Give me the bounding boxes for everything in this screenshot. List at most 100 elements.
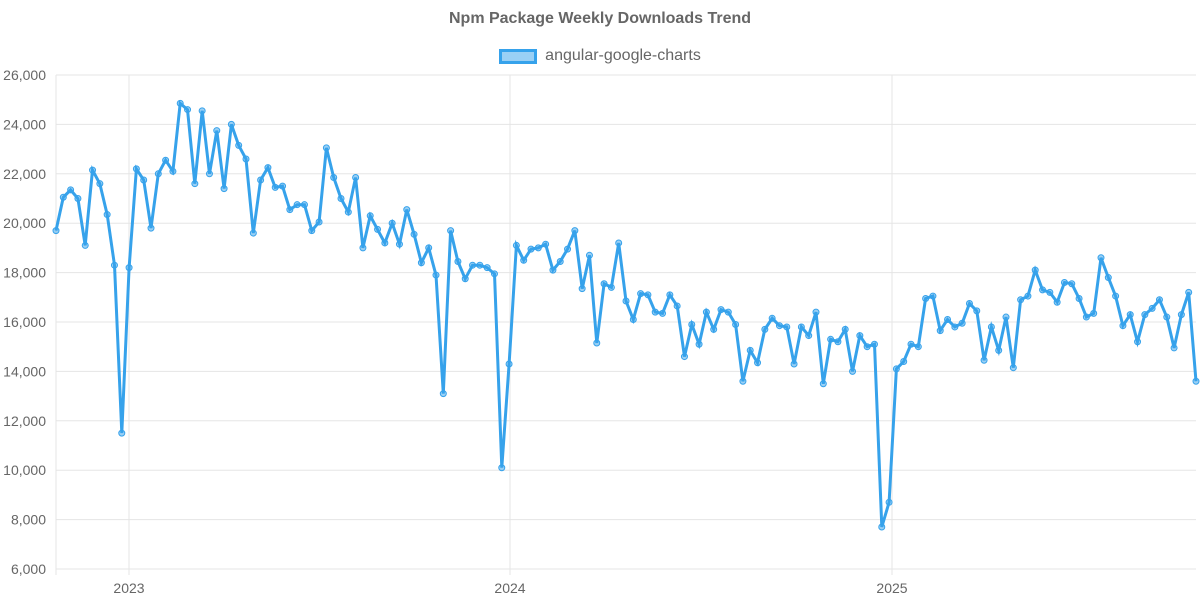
data-point bbox=[359, 244, 367, 252]
data-point bbox=[279, 182, 287, 190]
data-point bbox=[81, 241, 89, 249]
y-tick-label: 10,000 bbox=[3, 462, 46, 478]
data-point bbox=[987, 323, 995, 331]
data-point bbox=[856, 332, 864, 340]
chart-title: Npm Package Weekly Downloads Trend bbox=[448, 10, 752, 27]
y-tick-label: 6,000 bbox=[11, 561, 46, 577]
data-point bbox=[454, 257, 462, 265]
data-point bbox=[169, 167, 177, 175]
data-point bbox=[461, 275, 469, 283]
data-point bbox=[1185, 288, 1193, 296]
data-point bbox=[184, 106, 192, 114]
data-point bbox=[688, 320, 696, 328]
data-point bbox=[1148, 304, 1156, 312]
data-point bbox=[1170, 344, 1178, 352]
y-tick-label: 24,000 bbox=[3, 116, 46, 132]
data-point bbox=[410, 230, 418, 238]
data-point bbox=[432, 271, 440, 279]
data-point bbox=[797, 323, 805, 331]
legend[interactable]: angular-google-charts bbox=[0, 47, 1200, 65]
data-point bbox=[220, 185, 228, 193]
data-point bbox=[892, 365, 900, 373]
data-point bbox=[498, 464, 506, 472]
data-point bbox=[695, 340, 703, 348]
data-point bbox=[768, 314, 776, 322]
data-point bbox=[812, 308, 820, 316]
data-point bbox=[374, 225, 382, 233]
data-point bbox=[213, 127, 221, 135]
data-point bbox=[607, 283, 615, 291]
data-point bbox=[483, 264, 491, 272]
data-point bbox=[337, 195, 345, 202]
data-point bbox=[1155, 296, 1163, 304]
data-point bbox=[154, 170, 162, 178]
data-point bbox=[827, 335, 835, 343]
data-point bbox=[783, 323, 791, 331]
series-line bbox=[54, 100, 1198, 528]
data-point bbox=[958, 319, 966, 327]
data-point bbox=[527, 245, 535, 253]
data-point bbox=[739, 377, 747, 385]
data-point bbox=[615, 239, 623, 247]
data-point bbox=[600, 280, 608, 288]
y-tick-label: 14,000 bbox=[3, 363, 46, 379]
data-point bbox=[534, 244, 542, 252]
data-point bbox=[841, 325, 849, 333]
data-point bbox=[1177, 311, 1185, 319]
data-point bbox=[315, 218, 323, 226]
data-point bbox=[965, 299, 973, 307]
data-point bbox=[147, 224, 155, 232]
data-point bbox=[914, 343, 922, 351]
y-tick-label: 20,000 bbox=[3, 215, 46, 231]
data-point bbox=[805, 332, 813, 340]
legend-swatch bbox=[499, 48, 538, 64]
y-tick-label: 16,000 bbox=[3, 314, 46, 330]
data-point bbox=[344, 208, 352, 216]
data-point bbox=[819, 380, 827, 388]
y-tick-label: 18,000 bbox=[3, 265, 46, 281]
data-point bbox=[520, 256, 528, 264]
data-point bbox=[176, 99, 184, 107]
data-point bbox=[1068, 280, 1076, 288]
data-point bbox=[717, 306, 725, 314]
data-point bbox=[834, 338, 842, 346]
data-point bbox=[249, 229, 257, 237]
data-point bbox=[505, 360, 513, 368]
y-tick-label: 8,000 bbox=[11, 512, 46, 528]
data-point bbox=[388, 219, 396, 227]
data-point bbox=[512, 241, 520, 249]
data-point bbox=[746, 346, 754, 354]
data-point bbox=[644, 291, 652, 299]
data-point bbox=[1053, 298, 1061, 306]
y-tick-label: 22,000 bbox=[3, 166, 46, 182]
x-tick-label: 2025 bbox=[876, 580, 907, 596]
data-point bbox=[995, 346, 1003, 354]
data-point bbox=[417, 259, 425, 267]
data-point bbox=[235, 141, 243, 149]
data-point bbox=[271, 183, 279, 191]
data-point bbox=[885, 498, 893, 506]
data-point bbox=[242, 155, 250, 163]
data-point bbox=[578, 285, 586, 293]
data-point bbox=[132, 165, 140, 173]
data-point bbox=[490, 270, 498, 278]
data-point bbox=[366, 212, 374, 220]
data-point bbox=[1009, 364, 1017, 372]
data-point bbox=[140, 176, 148, 184]
data-point bbox=[1141, 311, 1149, 319]
data-point bbox=[125, 264, 133, 272]
data-point bbox=[863, 343, 871, 351]
data-point bbox=[89, 166, 97, 174]
data-point bbox=[103, 211, 111, 219]
data-point bbox=[790, 360, 798, 368]
data-point bbox=[352, 174, 360, 182]
data-point bbox=[1134, 338, 1142, 346]
data-point bbox=[666, 291, 674, 299]
data-point bbox=[198, 107, 206, 115]
data-point bbox=[439, 390, 447, 398]
y-tick-label: 12,000 bbox=[3, 413, 46, 429]
data-point bbox=[1082, 313, 1090, 321]
data-point bbox=[1163, 313, 1171, 321]
data-point bbox=[227, 120, 235, 128]
